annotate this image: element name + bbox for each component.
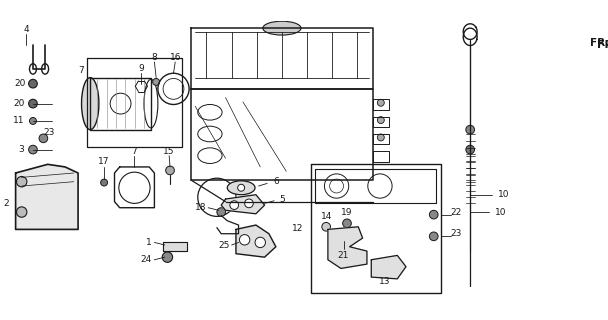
Text: 24: 24 (140, 255, 152, 264)
Circle shape (466, 125, 474, 134)
Polygon shape (16, 164, 78, 229)
Circle shape (166, 166, 174, 175)
Circle shape (217, 208, 226, 216)
Text: 15: 15 (164, 147, 175, 156)
Circle shape (378, 116, 384, 124)
Polygon shape (371, 255, 406, 279)
Circle shape (378, 134, 384, 141)
Text: 21: 21 (338, 251, 349, 260)
Text: 23: 23 (451, 229, 462, 238)
Polygon shape (328, 227, 367, 268)
Text: 7: 7 (78, 66, 85, 75)
Ellipse shape (81, 77, 99, 130)
Ellipse shape (263, 21, 301, 35)
Text: 6: 6 (273, 177, 278, 186)
Text: 14: 14 (320, 212, 332, 221)
Text: 25: 25 (218, 241, 230, 250)
Circle shape (230, 201, 238, 210)
Circle shape (322, 222, 331, 231)
Polygon shape (555, 39, 586, 52)
Text: FR.: FR. (590, 38, 608, 48)
Circle shape (29, 145, 37, 154)
Polygon shape (163, 243, 187, 251)
Text: 12: 12 (292, 224, 303, 233)
Polygon shape (221, 195, 264, 214)
Polygon shape (539, 33, 555, 58)
Text: 19: 19 (341, 208, 353, 217)
Circle shape (429, 232, 438, 241)
Circle shape (466, 145, 474, 154)
Text: 8: 8 (151, 53, 157, 62)
Text: 2: 2 (3, 199, 9, 208)
Text: 7: 7 (131, 147, 137, 156)
Text: 20: 20 (13, 99, 24, 108)
Polygon shape (236, 225, 276, 257)
Circle shape (16, 207, 27, 217)
Circle shape (244, 199, 254, 208)
Circle shape (16, 177, 27, 187)
Circle shape (238, 184, 244, 191)
Circle shape (378, 99, 384, 106)
Text: 10: 10 (494, 208, 506, 217)
Circle shape (162, 252, 173, 262)
Text: FR.: FR. (597, 41, 608, 51)
Circle shape (240, 235, 250, 245)
Text: 23: 23 (44, 128, 55, 137)
Circle shape (153, 78, 160, 85)
Text: 3: 3 (18, 145, 24, 154)
Circle shape (255, 237, 266, 248)
Circle shape (101, 179, 108, 186)
Text: 5: 5 (279, 195, 285, 204)
Text: 4: 4 (23, 25, 29, 34)
Text: 16: 16 (170, 53, 181, 62)
Text: 20: 20 (15, 79, 26, 88)
Text: 11: 11 (13, 116, 24, 125)
Text: 1: 1 (146, 238, 152, 247)
Text: 9: 9 (139, 64, 144, 73)
Circle shape (29, 79, 37, 88)
Text: 17: 17 (98, 157, 110, 166)
Circle shape (343, 219, 351, 228)
Text: 22: 22 (451, 208, 462, 217)
Circle shape (29, 99, 37, 108)
Circle shape (30, 117, 36, 124)
Circle shape (429, 210, 438, 219)
Text: 18: 18 (195, 203, 207, 212)
Text: 10: 10 (498, 190, 510, 199)
Ellipse shape (227, 181, 255, 195)
Text: 13: 13 (379, 277, 390, 286)
Circle shape (39, 134, 47, 143)
